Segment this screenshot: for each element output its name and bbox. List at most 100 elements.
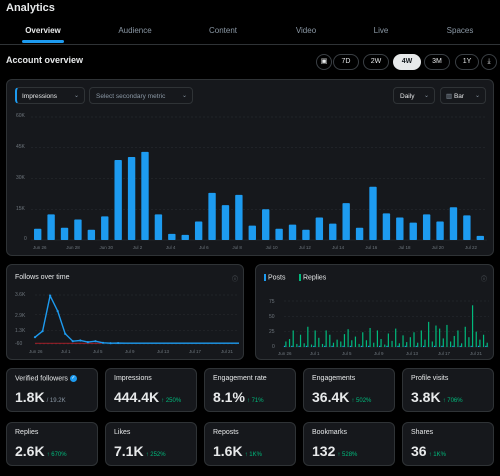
tab-audience[interactable]: Audience xyxy=(118,26,152,35)
replies-bar xyxy=(380,339,382,347)
info-icon[interactable]: ⓘ xyxy=(232,277,239,283)
interval-label: Daily xyxy=(400,93,415,100)
chart-type-select[interactable]: ▥ Bar ⌄ xyxy=(440,87,486,104)
follows-chart xyxy=(33,293,239,345)
tab-bar: Overview Audience Content Video Live Spa… xyxy=(0,26,500,44)
impressions-bar xyxy=(463,215,471,240)
replies-bar xyxy=(307,326,309,347)
metric-card-replies[interactable]: Replies 2.6K ↑ 670% xyxy=(6,422,98,466)
replies-bar xyxy=(420,330,422,347)
impressions-bar xyxy=(141,151,149,240)
impressions-bar xyxy=(101,216,109,240)
impressions-bar xyxy=(342,203,350,240)
posts-bar xyxy=(422,345,425,347)
metric-change: ↑ 528% xyxy=(337,452,358,458)
replies-bar xyxy=(373,342,375,347)
metric-card-shares[interactable]: Shares 36 ↑ 1K% xyxy=(402,422,494,466)
x-tick: Jul 1 xyxy=(61,349,71,354)
metric-change: ↑ 706% xyxy=(442,398,463,404)
metric-change: ↑ 670% xyxy=(46,452,67,458)
main-chart-panel: Impressions ⌄ Select secondary metric ⌄ … xyxy=(6,79,494,256)
y-tick: 75 xyxy=(269,299,275,305)
follows-point xyxy=(109,342,112,345)
posts-bar xyxy=(397,345,399,347)
interval-select[interactable]: Daily ⌄ xyxy=(393,87,435,104)
impressions-bar xyxy=(396,217,404,240)
range-1y-button[interactable]: 1Y xyxy=(455,54,479,70)
impressions-bar xyxy=(329,223,337,240)
metric-change: ↑ 1K% xyxy=(244,452,262,458)
metric-card-verified-followers[interactable]: Verified followers ✓ 1.8K/ 19.2K xyxy=(6,368,98,412)
impressions-bar xyxy=(248,225,256,240)
secondary-metric-placeholder: Select secondary metric xyxy=(96,93,166,100)
tab-overview[interactable]: Overview xyxy=(25,26,61,35)
posts-bar xyxy=(459,345,461,347)
replies-bar xyxy=(457,330,459,347)
posts-replies-chart xyxy=(283,300,489,348)
tab-video[interactable]: Video xyxy=(295,26,317,35)
metric-label: Replies xyxy=(15,429,39,436)
metric-value: 3.8K xyxy=(411,389,441,405)
metric-card-bookmarks[interactable]: Bookmarks 132 ↑ 528% xyxy=(303,422,395,466)
posts-bar xyxy=(298,345,300,347)
follows-point xyxy=(94,340,97,343)
metric-card-engagements[interactable]: Engagements 36.4K ↑ 502% xyxy=(303,368,395,412)
replies-bar xyxy=(409,337,411,347)
impressions-bar xyxy=(114,160,122,240)
replies-bar xyxy=(486,342,488,347)
chevron-down-icon: ⌄ xyxy=(423,93,429,99)
posts-replies-panel: Posts Replies ⓘ 75 50 25 0 Jun 26 Jul 1 Ju… xyxy=(255,264,494,360)
metric-card-engagement-rate[interactable]: Engagement rate 8.1% ↑ 71% xyxy=(204,368,296,412)
metric-label: Engagements xyxy=(312,375,356,382)
range-7d-button[interactable]: 7D xyxy=(333,54,359,70)
metric-label: Bookmarks xyxy=(312,429,348,436)
download-icon[interactable]: ⤓ xyxy=(481,54,497,70)
posts-bar xyxy=(470,345,472,347)
replies-bar xyxy=(354,336,357,347)
replies-bar xyxy=(479,339,481,347)
metric-card-likes[interactable]: Likes 7.1K ↑ 252% xyxy=(105,422,197,466)
range-4w-button[interactable]: 4W xyxy=(393,54,421,70)
impressions-bar xyxy=(208,192,216,240)
bar-chart-icon: ▥ xyxy=(446,93,454,100)
tab-content[interactable]: Content xyxy=(208,26,238,35)
replies-bar xyxy=(299,334,302,347)
impressions-bar xyxy=(194,221,203,240)
primary-metric-select[interactable]: Impressions ⌄ xyxy=(15,87,85,104)
replies-bar xyxy=(413,332,415,347)
metric-card-reposts[interactable]: Reposts 1.6K ↑ 1K% xyxy=(204,422,296,466)
range-2w-button[interactable]: 2W xyxy=(363,54,389,70)
x-tick: Jul 18 xyxy=(398,245,411,250)
follows-title: Follows over time xyxy=(15,274,70,281)
tab-live[interactable]: Live xyxy=(373,26,389,35)
x-tick: Jul 20 xyxy=(431,245,444,250)
impressions-bar xyxy=(355,227,364,240)
posts-bar xyxy=(283,345,286,347)
metric-card-profile-visits[interactable]: Profile visits 3.8K ↑ 706% xyxy=(402,368,494,412)
x-tick: Jul 21 xyxy=(221,349,234,354)
secondary-metric-select[interactable]: Select secondary metric ⌄ xyxy=(89,87,193,104)
x-tick: Jun 26 xyxy=(29,349,43,354)
metric-value: 444.4K xyxy=(114,389,160,405)
replies-bar xyxy=(398,343,400,347)
chevron-down-icon: ⌄ xyxy=(73,93,79,99)
metric-label: Reposts xyxy=(213,429,239,436)
replies-bar xyxy=(303,343,305,347)
metric-label: Engagement rate xyxy=(213,375,267,382)
impressions-bar xyxy=(262,209,270,240)
info-icon[interactable]: ⓘ xyxy=(481,277,488,283)
range-3m-button[interactable]: 3M xyxy=(424,54,450,70)
legend-posts-label: Posts xyxy=(267,274,286,282)
replies-bar xyxy=(288,339,291,347)
follows-point xyxy=(117,341,120,345)
follows-point xyxy=(71,340,74,343)
posts-bar xyxy=(324,345,326,347)
y-tick: -60 xyxy=(15,341,23,347)
metric-card-impressions[interactable]: Impressions 444.4K ↑ 250% xyxy=(105,368,197,412)
impressions-bar xyxy=(315,217,324,240)
replies-bar xyxy=(296,343,298,347)
calendar-icon[interactable]: ▣ xyxy=(316,54,332,70)
x-tick: Jul 14 xyxy=(332,245,345,250)
replies-bar xyxy=(384,344,386,347)
tab-spaces[interactable]: Spaces xyxy=(446,26,474,35)
